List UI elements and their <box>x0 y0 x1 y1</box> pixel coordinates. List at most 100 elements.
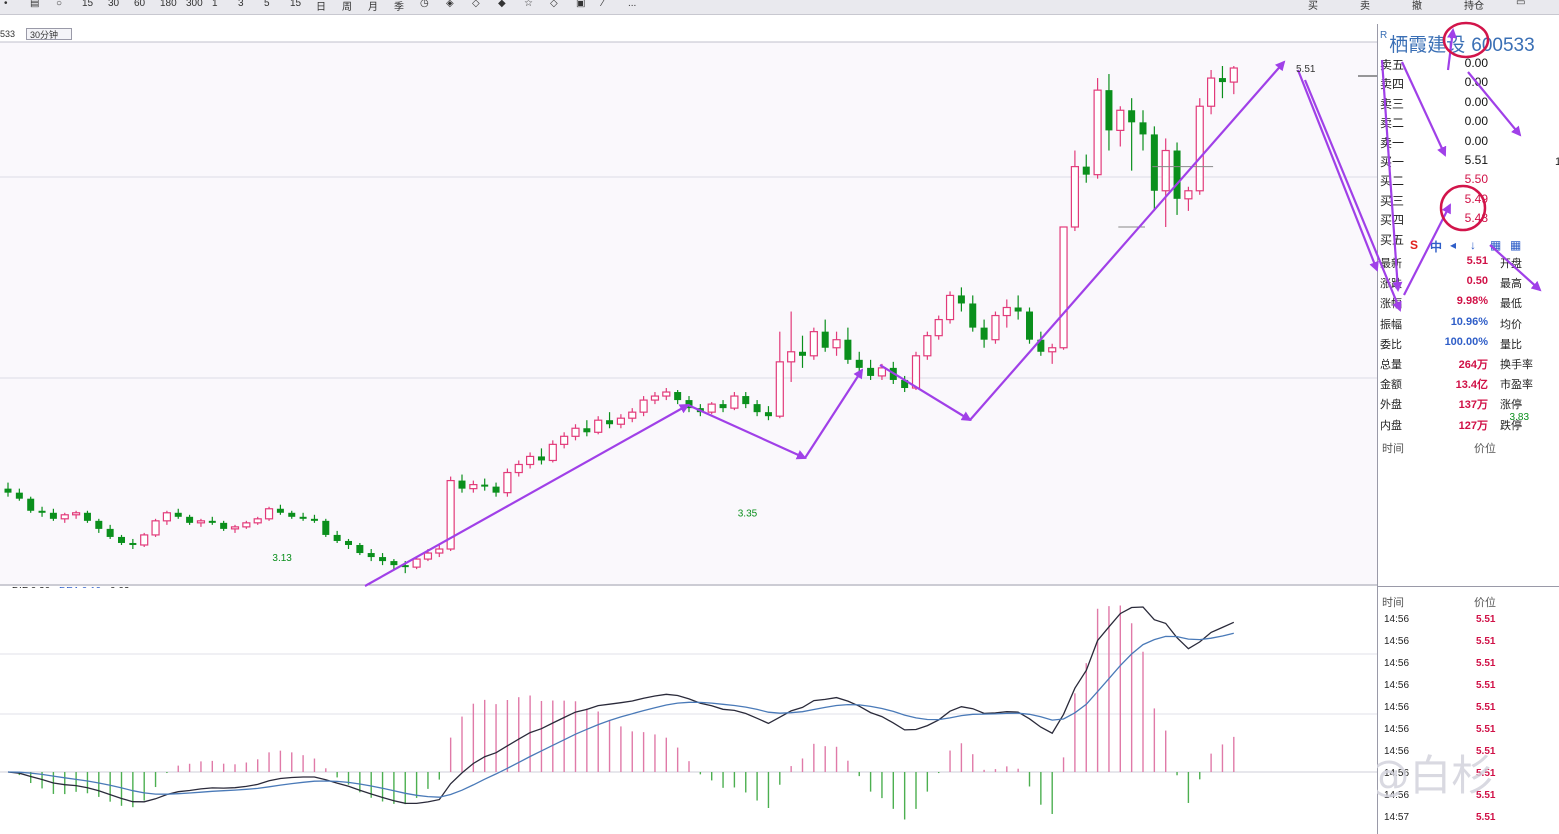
toolbar-button[interactable]: 180 <box>160 0 177 9</box>
toolbar-right-button[interactable]: 卖 <box>1360 1 1370 12</box>
candle-body <box>1026 311 1033 340</box>
candle-body <box>288 512 296 517</box>
candle-body <box>844 339 852 360</box>
macd-group <box>7 605 1235 820</box>
toolbar-button[interactable]: ▣ <box>576 0 586 9</box>
candle-body <box>923 335 932 357</box>
toolbar-button[interactable]: 15 <box>290 0 302 9</box>
period-select[interactable]: 30分钟 <box>26 28 72 40</box>
trade-row: 14:57 5.51 <box>1380 808 1559 830</box>
order-book-row: 卖一 0.00 <box>1380 132 1558 152</box>
toolbar-button[interactable]: ◇ <box>472 0 480 9</box>
quote-row: 涨跌 0.50 最高 <box>1380 272 1559 292</box>
candle-body <box>220 522 228 529</box>
order-book-price: 5.51 <box>1464 153 1488 167</box>
trend-arrow <box>364 404 690 587</box>
order-book-price: 0.00 <box>1464 94 1488 109</box>
candle-body <box>162 512 171 522</box>
quote-row: 振幅 10.96% 均价 <box>1380 313 1559 333</box>
candle-body <box>1139 122 1147 135</box>
right-edge-value: 1 <box>1555 156 1559 168</box>
toolbar-button[interactable]: ☆ <box>524 0 533 9</box>
trade-time: 14:56 <box>1384 680 1410 691</box>
toolbar-button[interactable]: 月 <box>368 2 378 13</box>
toolbar-right-button[interactable]: 持仓 <box>1464 1 1484 12</box>
panel-tool-icon[interactable]: ↓ <box>1470 238 1476 252</box>
candle-body <box>4 488 12 493</box>
candle-body <box>901 379 909 389</box>
stock-code: 600533 <box>1471 35 1535 56</box>
toolbar-button[interactable]: 5 <box>264 0 270 9</box>
toolbar-button[interactable]: 3 <box>238 0 244 9</box>
candle-body <box>696 408 704 413</box>
candles-group <box>4 65 1377 574</box>
quote-label-right: 最高 <box>1500 278 1522 291</box>
toolbar-button[interactable]: 300 <box>186 0 203 9</box>
panel-tool-icon[interactable]: ▦ <box>1490 238 1502 252</box>
order-book-label: 卖三 <box>1380 96 1405 111</box>
candle-body <box>27 498 35 511</box>
toolbar-button[interactable]: ◇ <box>550 0 558 9</box>
toolbar-button[interactable]: 15 <box>82 0 94 9</box>
candle-body <box>969 303 977 328</box>
quote-label-right: 均价 <box>1500 318 1522 331</box>
quote-value: 5.51 <box>1466 255 1488 267</box>
candle-body <box>1082 166 1090 175</box>
candle-body <box>129 542 137 545</box>
toolbar-button[interactable]: 1 <box>212 0 218 9</box>
toolbar-button[interactable]: • <box>4 0 8 9</box>
trade-price: 5.51 <box>1476 658 1496 669</box>
candle-body <box>685 400 693 409</box>
toolbar-button[interactable]: ◈ <box>446 0 454 9</box>
candle-body <box>345 540 352 545</box>
trade-time: 14:56 <box>1384 658 1410 669</box>
price-annotation: 3.35 <box>738 509 758 520</box>
candle-body <box>799 351 806 356</box>
candle-body <box>1070 166 1080 228</box>
toolbar-right-button[interactable]: ▭ <box>1516 0 1526 8</box>
candle-body <box>412 558 421 568</box>
toolbar-button[interactable]: ◆ <box>498 0 506 9</box>
toolbar-button[interactable]: 季 <box>394 2 404 13</box>
order-book-label: 买四 <box>1380 213 1405 228</box>
panel-tool-icon[interactable]: S <box>1410 238 1419 252</box>
dif-line <box>7 606 1235 805</box>
quote-label-right: 跌停 <box>1500 419 1522 432</box>
toolbar-right-button[interactable]: 买 <box>1308 1 1318 12</box>
stock-code-fragment: 533 <box>0 29 16 39</box>
candle-body <box>38 510 46 513</box>
candle-body <box>106 528 114 537</box>
candle-body <box>719 404 727 409</box>
quote-row: 内盘 127万 跌停 <box>1380 414 1559 434</box>
trade-row: 14:56 5.51 <box>1380 786 1559 808</box>
trade-price: 5.51 <box>1476 614 1496 625</box>
toolbar-button[interactable]: ⁄ <box>602 0 604 9</box>
toolbar-button[interactable]: 60 <box>134 0 146 9</box>
candle-body <box>458 480 466 489</box>
toolbar-button[interactable]: 日 <box>316 2 326 13</box>
candle-body <box>1014 307 1022 312</box>
toolbar-right-button[interactable]: 撤 <box>1412 1 1422 12</box>
quote-row: 金额 13.4亿 市盈率 <box>1380 373 1559 393</box>
candle-body <box>809 331 818 357</box>
candle-body <box>764 412 772 417</box>
toolbar-button[interactable]: ▤ <box>30 0 40 9</box>
toolbar-button[interactable]: ◷ <box>420 0 429 9</box>
candle-body <box>730 395 739 409</box>
toolbar-button[interactable]: 周 <box>342 2 352 13</box>
toolbar-button[interactable]: 30 <box>108 0 120 9</box>
panel-tool-icon[interactable]: ▦ <box>1510 238 1522 252</box>
quote-label: 外盘 <box>1380 399 1402 412</box>
quote-label: 涨幅 <box>1380 298 1402 311</box>
toolbar-button[interactable]: ○ <box>56 0 63 9</box>
candle-body <box>867 367 875 376</box>
candle-body <box>469 484 478 490</box>
candle-body <box>1105 90 1113 131</box>
toolbar-button[interactable]: ... <box>628 0 637 9</box>
candle-body <box>1002 306 1011 317</box>
candle-body <box>151 520 160 536</box>
candle-body <box>310 518 318 521</box>
panel-tool-icon[interactable]: ◂ <box>1450 238 1457 252</box>
trend-arrow <box>687 403 807 460</box>
pre-market-toggle[interactable]: 盘前复权 <box>1322 46 1359 56</box>
